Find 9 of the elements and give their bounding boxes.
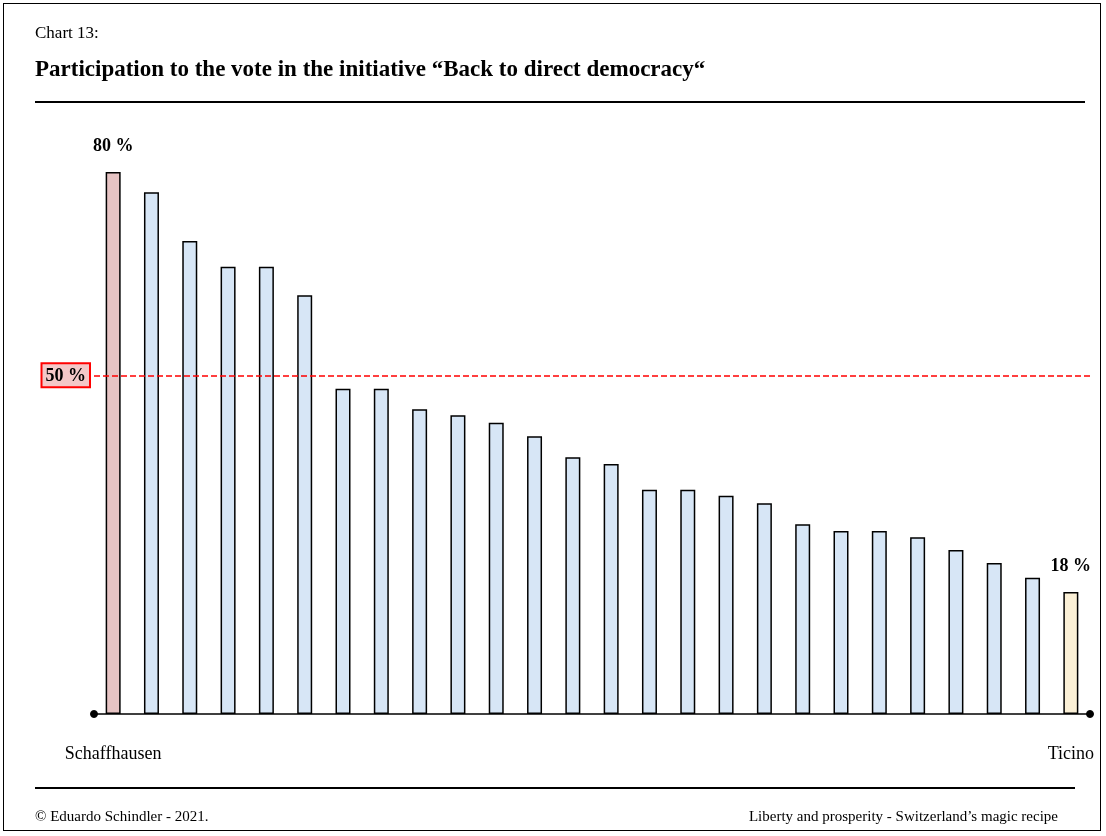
data-label: 80 %: [92, 135, 134, 155]
data-label: 18 %: [1050, 555, 1092, 576]
chart-title: Participation to the vote in the initiative “Back to direct democracy“: [35, 56, 706, 82]
text: © Eduardo Schindler - 2021.: [35, 808, 209, 825]
x-tick-label: Ticino: [1047, 743, 1095, 763]
text: Liberty and prosperity - Switzerland’s magic recipe: [748, 808, 1058, 825]
chart-subtitle: Chart 13:: [35, 23, 99, 43]
ref-line-label: 50 %: [45, 365, 86, 386]
x-tick-label: Schaffhausen: [64, 743, 162, 763]
